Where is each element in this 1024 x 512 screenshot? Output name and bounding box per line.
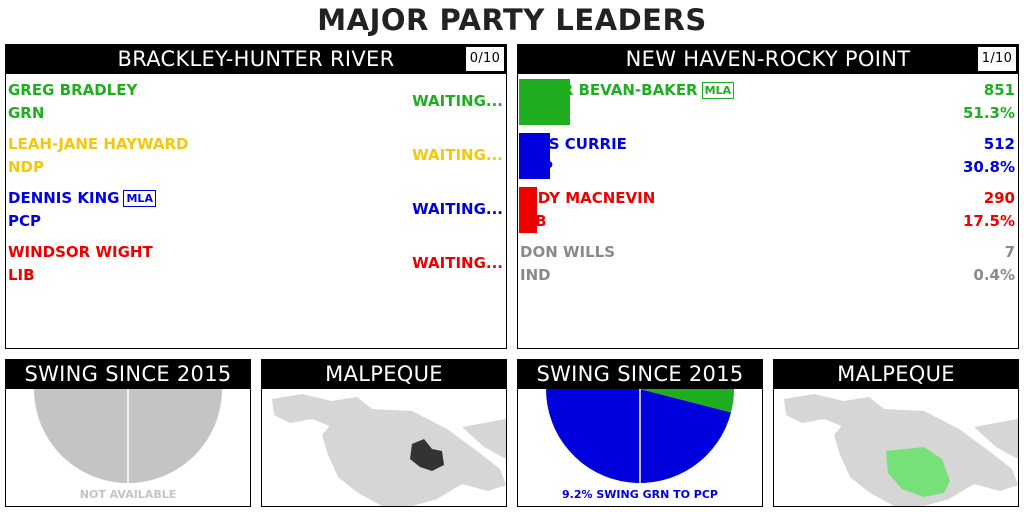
candidate-name: PETER BEVAN-BAKER MLA <box>520 80 735 100</box>
left-swing-pie <box>34 389 222 483</box>
candidate-row: JUDY MACNEVIN LIB 290 17.5% <box>518 183 1018 233</box>
candidate-row: KRIS CURRIE PCP 512 30.8% <box>518 129 1018 179</box>
vote-share-bar <box>519 187 537 233</box>
candidate-name: DENNIS KING MLA <box>8 188 156 208</box>
candidate-name: DON WILLS <box>520 243 616 261</box>
left-district-header: BRACKLEY-HUNTER RIVER 0/10 <box>6 45 506 74</box>
candidate-row: GREG BRADLEY GRN WAITING... <box>6 75 506 125</box>
candidate-name: GREG BRADLEY <box>8 81 138 99</box>
right-district-header: NEW HAVEN-ROCKY POINT 1/10 <box>518 45 1018 74</box>
left-district-name: BRACKLEY-HUNTER RIVER <box>117 47 395 71</box>
candidate-status: WAITING... <box>412 200 503 218</box>
candidate-row: LEAH-JANE HAYWARD NDP WAITING... <box>6 129 506 179</box>
left-swing-panel: SWING SINCE 2015 NOT AVAILABLE <box>5 359 251 507</box>
right-riding-map <box>784 394 1018 506</box>
candidate-name: WINDSOR WIGHT <box>8 243 153 261</box>
right-results-panel: NEW HAVEN-ROCKY POINT 1/10 PETER BEVAN-B… <box>517 44 1019 349</box>
left-results-panel: BRACKLEY-HUNTER RIVER 0/10 GREG BRADLEY G… <box>5 44 507 349</box>
candidate-row: PETER BEVAN-BAKER MLA GRN 851 51.3% <box>518 75 1018 125</box>
left-map-panel: MALPEQUE <box>261 359 507 507</box>
candidate-name: KRIS CURRIE <box>520 135 627 153</box>
candidate-votes: 7 <box>1004 243 1015 261</box>
candidate-votes: 512 <box>983 135 1015 153</box>
left-swing-title: SWING SINCE 2015 <box>6 360 250 389</box>
candidate-votes: 290 <box>983 189 1015 207</box>
candidate-status: WAITING... <box>412 254 503 272</box>
candidate-percent: 30.8% <box>962 158 1015 176</box>
right-swing-pie <box>546 389 734 483</box>
candidate-votes: 851 <box>983 81 1015 99</box>
candidate-party: LIB <box>520 212 547 230</box>
candidate-percent: 0.4% <box>973 266 1015 284</box>
candidate-party: PCP <box>520 158 553 176</box>
candidate-party: PCP <box>8 212 41 230</box>
candidate-percent: 51.3% <box>962 104 1015 122</box>
candidate-party: GRN <box>520 104 557 122</box>
left-map-title: MALPEQUE <box>262 360 506 389</box>
page-title: MAJOR PARTY LEADERS <box>317 3 707 37</box>
map-land-east <box>462 419 506 459</box>
right-map-title: MALPEQUE <box>774 360 1018 389</box>
candidate-party: LIB <box>8 266 35 284</box>
map-riding-highlight <box>410 439 444 471</box>
candidate-row: WINDSOR WIGHT LIB WAITING... <box>6 237 506 287</box>
pie-slice-pcp <box>546 389 732 483</box>
map-land-east <box>974 419 1018 459</box>
mla-badge: MLA <box>123 190 156 207</box>
right-swing-title: SWING SINCE 2015 <box>518 360 762 389</box>
candidate-party: GRN <box>8 104 45 122</box>
left-riding-map <box>272 394 506 506</box>
left-swing-caption: NOT AVAILABLE <box>79 488 177 501</box>
candidate-name: JUDY MACNEVIN <box>520 189 656 207</box>
right-map-panel: MALPEQUE <box>773 359 1019 507</box>
map-riding-highlight <box>886 447 950 497</box>
candidate-status: WAITING... <box>412 92 503 110</box>
mla-badge: MLA <box>701 82 735 99</box>
candidate-status: WAITING... <box>412 146 503 164</box>
candidate-row: DENNIS KING MLA PCP WAITING... <box>6 183 506 233</box>
right-district-name: NEW HAVEN-ROCKY POINT <box>625 47 911 71</box>
candidate-row: DON WILLS IND 7 0.4% <box>518 237 1018 287</box>
vote-share-bar <box>519 133 550 179</box>
candidate-name: LEAH-JANE HAYWARD <box>8 135 189 153</box>
left-polls-counter: 0/10 <box>466 47 504 71</box>
vote-share-bar <box>519 79 571 125</box>
candidate-percent: 17.5% <box>962 212 1015 230</box>
candidate-party: IND <box>520 266 551 284</box>
right-swing-caption: 9.2% SWING GRN TO PCP <box>562 488 718 501</box>
pie-slice-grn <box>640 389 734 413</box>
right-swing-panel: SWING SINCE 2015 9.2% SWING GRN TO PCP <box>517 359 763 507</box>
right-polls-counter: 1/10 <box>978 47 1016 71</box>
candidate-party: NDP <box>8 158 44 176</box>
